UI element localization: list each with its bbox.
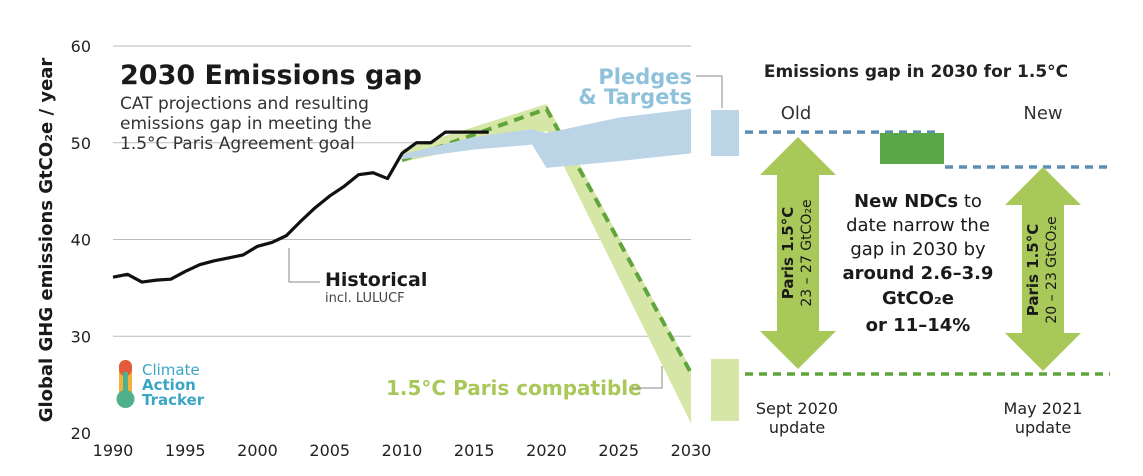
old-update-line-1: Sept 2020 [756,399,838,418]
paris-compatible-label: 1.5°C Paris compatible [386,376,642,400]
gap-explanation-line-3: gap in 2030 by [850,239,986,260]
y-tick-labels: 20 30 40 50 60 [71,37,91,443]
x-tick-1995: 1995 [165,441,206,460]
chart-title: 2030 Emissions gap [120,60,422,91]
x-tick-2010: 2010 [382,441,423,460]
historical-leader [288,248,320,283]
historical-line [112,130,489,284]
subtitle-line-1: CAT projections and resulting [120,94,369,114]
logo-line-2: Action [142,376,196,394]
pledges-2030-marker [711,110,739,156]
grid-lines [113,45,691,337]
paris-leader [632,366,663,389]
gap-explanation-line-2: date narrow the [846,215,990,236]
pledges-label-line-1: Pledges [598,65,692,89]
gap-explanation-line-1: New NDCs to [854,191,982,212]
y-axis-label: Global GHG emissions GtCO₂e / year [36,58,57,423]
x-tick-labels: 1990 1995 2000 2005 2010 2015 2020 2025 2030 [93,441,712,460]
old-gap-arrow [760,137,836,369]
x-tick-2025: 2025 [598,441,639,460]
old-arrow-label-1: Paris 1.5°C [779,207,797,299]
gap-explanation-line-6: or 11–14% [866,315,971,336]
old-update-line-2: update [769,418,825,437]
old-label: Old [781,103,812,124]
y-tick-20: 20 [71,424,91,443]
new-arrow-label-2: 20 – 23 GtCO₂e [1044,216,1060,323]
climate-action-tracker-logo: Climate Action Tracker [116,360,205,409]
x-tick-2015: 2015 [454,441,495,460]
pledges-leader [696,75,723,108]
subtitle-line-2: emissions gap in meeting the [120,114,372,134]
new-ndc-gap-bar [880,133,944,164]
gap-explanation-line-5: GtCO₂e [882,288,954,309]
x-tick-1990: 1990 [93,441,134,460]
x-tick-2005: 2005 [309,441,350,460]
x-tick-2000: 2000 [237,441,278,460]
new-update-line-2: update [1015,418,1071,437]
pledges-targets-band [402,108,691,168]
new-arrow-label-1: Paris 1.5°C [1024,224,1042,316]
historical-label: Historical [325,269,427,291]
x-tick-2030: 2030 [671,441,712,460]
historical-sublabel: incl. LULUCF [325,291,405,306]
pledges-label-line-2: & Targets [578,85,692,109]
logo-line-1: Climate [142,361,200,379]
new-gap-arrow [1005,167,1081,371]
y-tick-40: 40 [71,231,91,250]
x-tick-2020: 2020 [526,441,567,460]
subtitle-line-3: 1.5°C Paris Agreement goal [120,134,355,154]
paris-2030-marker [711,359,739,421]
new-update-line-1: May 2021 [1004,399,1083,418]
old-arrow-label-2: 23 – 27 GtCO₂e [799,199,815,306]
gap-panel-title: Emissions gap in 2030 for 1.5°C [764,62,1068,82]
logo-line-3: Tracker [142,391,205,409]
y-tick-30: 30 [71,327,91,346]
y-tick-50: 50 [71,134,91,153]
y-tick-60: 60 [71,37,91,56]
new-label: New [1023,103,1062,124]
gap-explanation-line-4: around 2.6–3.9 [843,263,994,284]
